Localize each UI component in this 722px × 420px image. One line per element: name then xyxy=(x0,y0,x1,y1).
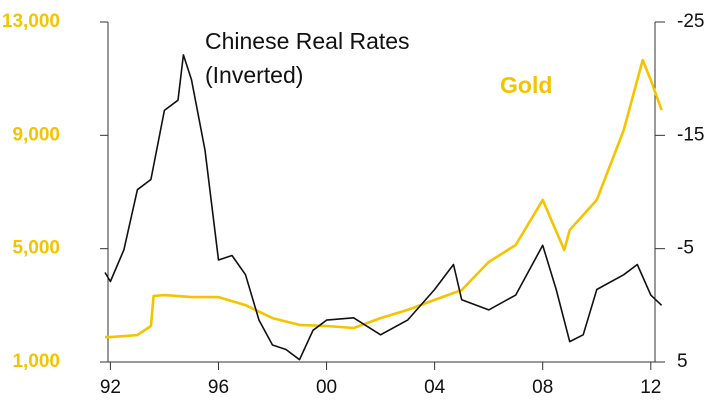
series-line xyxy=(105,58,663,339)
series-label: Gold xyxy=(500,72,553,98)
y2-tick-label: -5 xyxy=(677,238,694,259)
x-tick-label: 92 xyxy=(100,377,121,398)
x-tick-label: 04 xyxy=(424,377,446,398)
y-tick-label: 13,000 xyxy=(2,11,60,32)
series-label: Chinese Real Rates (Inverted) xyxy=(205,28,410,88)
y2-tick-label: -15 xyxy=(677,124,704,145)
series-line xyxy=(104,54,663,361)
x-tick-label: 08 xyxy=(532,377,553,398)
x-tick-label: 12 xyxy=(640,377,661,398)
x-tick-label: 96 xyxy=(208,377,229,398)
y2-tick-label: 5 xyxy=(677,351,688,372)
y-tick-label: 5,000 xyxy=(12,238,60,259)
y2-tick-label: -25 xyxy=(677,11,704,32)
y-tick-label: 9,000 xyxy=(12,124,60,145)
y-tick-label: 1,000 xyxy=(12,351,60,372)
x-tick-label: 00 xyxy=(316,377,337,398)
